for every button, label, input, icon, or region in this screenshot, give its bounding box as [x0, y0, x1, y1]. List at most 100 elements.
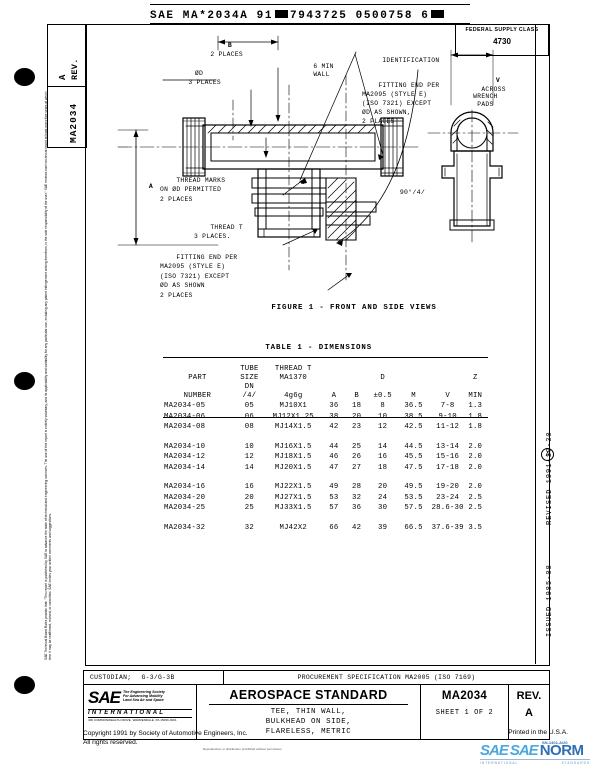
cell-tube-size: 08 — [244, 423, 254, 431]
left-index-rev-label: REV. — [70, 58, 80, 80]
th-m-3: M — [411, 392, 416, 400]
rev-cell-label-text: REV. — [516, 690, 542, 702]
table-row: MA2034-16 16 MJ22X1.5 49 28 20 49.5 19-20 2.0 — [160, 482, 485, 493]
callout-b-text: B — [227, 42, 233, 49]
cell-z: 1.8 — [468, 412, 483, 421]
th-m-2 — [397, 374, 430, 383]
callout-fitting-end-right-text: FITTING END PER MA2095 (STYLE E) (ISO 73… — [362, 82, 440, 125]
figure-caption: FIGURE 1 - FRONT AND SIDE VIEWS — [250, 296, 437, 320]
copyright-line-2: All rights reserved. — [83, 739, 138, 746]
cell-a: 57 — [329, 504, 339, 512]
title-line-2: BULKHEAD ON SIDE, — [265, 718, 352, 726]
cell-b: 26 — [352, 453, 362, 461]
left-index-rev-value: A — [58, 74, 68, 80]
cell-a: 49 — [329, 483, 339, 491]
th-thread-t-3: 4g6g — [284, 392, 303, 400]
cell-tube-size: 20 — [244, 493, 254, 502]
punch-hole-bottom — [14, 676, 35, 694]
cell-m: 38.5 — [404, 412, 423, 421]
revised-note: REVISED 1991-10-30 — [546, 431, 554, 525]
sae-address-text: 400 COMMONWEALTH DRIVE, WARRENDALE, PA 1… — [88, 718, 177, 722]
callout-fitting-end-right: FITTING END PER MA2095 (STYLE E) (ISO 73… — [362, 72, 440, 135]
cell-part-number: MA2034-25 — [164, 504, 206, 512]
table-row: MA2034-05 05 MJ10X1 36 18 8 36.5 7-8 1.3 — [160, 401, 485, 412]
callout-thread-t-text: THREAD T 3 PLACES. — [194, 223, 243, 241]
cell-v: 11-12 — [436, 423, 460, 431]
sae-norm-watermark: SAE SAE NORM SN-1401-A/20 INTERNATIONAL … — [480, 740, 590, 765]
th-a-1 — [323, 365, 346, 374]
cell-thread-t: MJ22X1.5 — [274, 483, 312, 491]
cell-tube-size: 10 — [244, 442, 254, 451]
revised-text: REVISED 1991-10-30 — [546, 431, 554, 525]
cell-a: 66 — [329, 523, 339, 532]
sae-norm-sub-right: STANDARDS — [561, 761, 590, 765]
cell-part-number: MA2034-10 — [164, 442, 206, 451]
cell-part-number: MA2034-20 — [164, 493, 206, 502]
cell-m: 66.5 — [404, 523, 423, 532]
cell-part-number: MA2034-14 — [164, 463, 206, 472]
cell-m: 53.5 — [404, 493, 423, 502]
standard-number-cell: MA2034 SHEET 1 OF 2 — [421, 685, 509, 739]
cell-m: 49.5 — [404, 483, 423, 491]
callout-phi-d-text: ØD — [194, 70, 204, 77]
printed-in-usa: Printed in the U.S.A. — [508, 729, 568, 736]
callout-across-wrench-v: V — [479, 70, 500, 91]
th-part-number-3: NUMBER — [183, 392, 212, 400]
callout-fitting-end-bottom-text: FITTING END PER MA2095 (STYLE E) (ISO 73… — [160, 253, 238, 299]
cell-v: 28.6-30 — [431, 504, 464, 512]
callout-phi-d-places: 3 PLACES — [172, 72, 221, 93]
cell-d: 14 — [378, 442, 388, 451]
copyright-line-1: Copyright 1991 by Society of Automotive … — [83, 730, 248, 737]
table-rule-header — [163, 417, 488, 418]
table-row: MA2034-25 25 MJ33X1.5 57 36 30 57.5 28.6-30 2.5 — [160, 503, 485, 514]
callout-a-dim: A — [132, 176, 153, 197]
table-group-spacer — [160, 514, 485, 523]
cell-a: 38 — [329, 412, 339, 421]
table-group-spacer — [160, 433, 485, 442]
cell-a: 36 — [329, 402, 339, 410]
table-row: MA2034-12 12 MJ18X1.5 46 26 16 45.5 15-16 2.0 — [160, 452, 485, 463]
cell-b: 32 — [352, 493, 362, 502]
dimensions-table-grid: TUBE THREAD T PART SIZE MA1370 D — [160, 365, 485, 533]
federal-supply-class-box: FEDERAL SUPPLY CLASS 4730 — [455, 24, 549, 56]
callout-identification-text: IDENTIFICATION — [382, 57, 440, 64]
th-part-number-1 — [160, 365, 235, 374]
callout-thread-marks-text: THREAD MARKS ON ØD PERMITTED 2 PLACES — [160, 176, 226, 203]
cell-thread-t: MJ10X1 — [279, 402, 307, 410]
procurement-spec-text: PROCUREMENT SPECIFICATION MA2005 (ISO 71… — [297, 674, 476, 681]
callout-thread-t: THREAD T 3 PLACES. — [194, 213, 243, 251]
cell-z: 2.5 — [468, 504, 483, 512]
cell-d: 10 — [378, 412, 388, 421]
cell-v: 7-8 — [440, 402, 455, 410]
table-header-row-3: NUMBER DN /4/ 4g6g A B ±0.5 M V MIN — [160, 383, 485, 401]
cell-a: 47 — [329, 463, 339, 472]
standard-number-text: MA2034 — [68, 102, 79, 143]
cell-d: 24 — [378, 493, 388, 502]
cell-tube-size: 25 — [244, 504, 254, 512]
cell-m: 47.5 — [404, 463, 423, 472]
cell-part-number: MA2034-05 — [164, 402, 206, 410]
callout-phi-d: ØD — [178, 63, 203, 84]
fsc-label: FEDERAL SUPPLY CLASS — [465, 27, 539, 33]
document-type-text: AEROSPACE STANDARD — [229, 688, 388, 702]
barcode-rule-top — [150, 4, 470, 5]
cell-tube-size: 05 — [244, 402, 254, 410]
callout-identification: IDENTIFICATION — [366, 50, 439, 71]
table-title-text: TABLE 1 - DIMENSIONS — [265, 344, 373, 352]
table-header: TUBE THREAD T PART SIZE MA1370 D — [160, 365, 485, 401]
th-v-2 — [430, 374, 466, 383]
cell-tube-size: 16 — [244, 483, 254, 491]
title-line-3: FLARELESS, METRIC — [265, 728, 352, 736]
rev-cell-label: REV. — [509, 690, 549, 702]
th-b-3: B — [354, 392, 359, 400]
table-row: MA2034-10 10 MJ16X1.5 44 25 14 44.5 13-14 2.0 — [160, 442, 485, 453]
callout-a-text: A — [148, 183, 154, 190]
standard-title-lines: TEE, THIN WALL, BULKHEAD ON SIDE, FLAREL… — [197, 707, 420, 737]
cell-part-number: MA2034-06 — [164, 412, 206, 421]
table-rule-top — [163, 357, 488, 358]
sheet-number: SHEET 1 OF 2 — [421, 709, 508, 717]
cell-d: 30 — [378, 504, 388, 512]
callout-across-wrench-pads: ACROSS WRENCH PADS — [465, 78, 506, 116]
standard-title-cell: AEROSPACE STANDARD TEE, THIN WALL, BULKH… — [197, 685, 421, 739]
th-d-2: D — [380, 374, 385, 382]
